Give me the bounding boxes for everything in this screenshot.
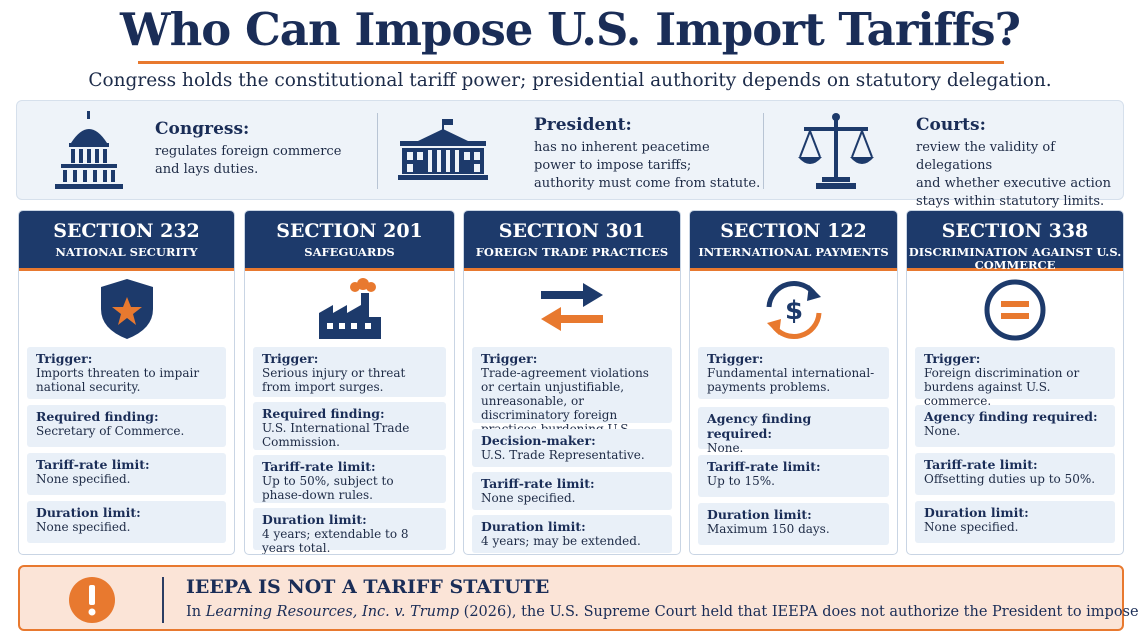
scales-icon <box>796 111 876 195</box>
case-name: Learning Resources, Inc. v. Trump <box>205 604 460 620</box>
section-number: SECTION 301 <box>498 220 646 242</box>
field-tariff-rate-limit: Tariff-rate limit: None specified. <box>472 472 672 510</box>
svg-text:$: $ <box>784 296 802 326</box>
branch-name: Congress: <box>155 119 250 139</box>
field-duration-limit: Duration limit: Maximum 150 days. <box>698 503 889 545</box>
section-name: INTERNATIONAL PAYMENTS <box>698 245 889 259</box>
field-trigger: Trigger: Serious injury or threat from i… <box>253 347 446 397</box>
branch-name: Courts: <box>916 115 986 135</box>
section-number: SECTION 201 <box>276 220 423 242</box>
banner-divider <box>162 577 164 623</box>
factory-icon <box>245 277 454 343</box>
field-tariff-rate-limit: Tariff-rate limit: Offsetting duties up … <box>915 453 1115 495</box>
field-trigger: Trigger: Trade-agreement violations or c… <box>472 347 672 450</box>
section-card-201: SECTION 201 SAFEGUARDS Trigger: Serious … <box>244 210 455 555</box>
field-tariff-rate-limit: Tariff-rate limit: Up to 50%, subject to… <box>253 455 446 503</box>
card-header: SECTION 232 NATIONAL SECURITY <box>19 211 234 271</box>
section-name: SAFEGUARDS <box>304 245 395 259</box>
divider <box>763 113 764 189</box>
field-tariff-rate-limit: Tariff-rate limit: None specified. <box>27 453 226 495</box>
section-number: SECTION 338 <box>941 220 1089 242</box>
title-underline <box>138 61 1004 64</box>
page-title: Who Can Impose U.S. Import Tariffs? <box>120 3 1021 56</box>
equals-circle-icon <box>907 277 1123 343</box>
branch-description: regulates foreign commerce and lays dutie… <box>155 144 342 177</box>
field-decision-maker: Decision-maker: U.S. Trade Representativ… <box>472 429 672 467</box>
field-trigger: Trigger: Imports threaten to impair nati… <box>27 347 226 399</box>
section-name: FOREIGN TRADE PRACTICES <box>475 245 669 259</box>
dollar-cycle-icon: $ <box>690 277 897 343</box>
banner-text: In Learning Resources, Inc. v. Trump (20… <box>186 604 1140 620</box>
section-number: SECTION 232 <box>53 220 200 242</box>
field-duration-limit: Duration limit: 4 years; may be extended… <box>472 515 672 553</box>
field-tariff-rate-limit: Tariff-rate limit: Up to 15%. <box>698 455 889 497</box>
section-name: DISCRIMINATION AGAINST U.S. COMMERCE <box>908 245 1122 272</box>
section-card-232: SECTION 232 NATIONAL SECURITY Trigger: I… <box>18 210 235 555</box>
card-header: SECTION 122 INTERNATIONAL PAYMENTS <box>690 211 897 271</box>
card-header: SECTION 301 FOREIGN TRADE PRACTICES <box>464 211 680 271</box>
field-duration-limit: Duration limit: 4 years; extendable to 8… <box>253 508 446 554</box>
section-name: NATIONAL SECURITY <box>55 245 198 259</box>
field-agency-finding: Agency finding required: None. <box>915 405 1115 447</box>
section-card-338: SECTION 338 DISCRIMINATION AGAINST U.S. … <box>906 210 1124 555</box>
card-header: SECTION 338 DISCRIMINATION AGAINST U.S. … <box>907 211 1123 272</box>
ieepa-banner: IEEPA IS NOT A TARIFF STATUTE In Learnin… <box>18 565 1140 631</box>
field-trigger: Trigger: Fundamental international-payme… <box>698 347 889 399</box>
exchange-arrows-icon <box>464 277 680 343</box>
branch-president: President: has no inherent peacetime powe… <box>378 101 763 201</box>
capitol-icon <box>51 109 127 197</box>
card-header: SECTION 201 SAFEGUARDS <box>245 211 454 271</box>
branch-description: has no inherent peacetime power to impose… <box>534 140 761 191</box>
white-house-icon <box>396 119 490 185</box>
section-card-122: SECTION 122 INTERNATIONAL PAYMENTS $ Tri… <box>689 210 898 555</box>
field-duration-limit: Duration limit: None specified. <box>915 501 1115 543</box>
branch-courts: Courts: review the validity of delegatio… <box>764 101 1124 209</box>
branch-description: review the validity of delegations and wh… <box>916 140 1111 209</box>
field-duration-limit: Duration limit: None specified. <box>27 501 226 543</box>
field-required-finding: Required finding: Secretary of Commerce. <box>27 405 226 447</box>
branch-name: President: <box>534 115 632 135</box>
field-agency-finding: Agency finding required: None. <box>698 407 889 455</box>
section-number: SECTION 122 <box>720 220 867 242</box>
page-subtitle: Congress holds the constitutional tariff… <box>88 70 1052 91</box>
branches-panel: Congress: regulates foreign commerce and … <box>16 100 1124 209</box>
alert-icon <box>68 576 116 628</box>
section-card-301: SECTION 301 FOREIGN TRADE PRACTICES Trig… <box>463 210 681 555</box>
banner-title: IEEPA IS NOT A TARIFF STATUTE <box>186 576 550 598</box>
branch-congress: Congress: regulates foreign commerce and … <box>17 101 377 201</box>
shield-star-icon <box>19 277 234 343</box>
field-trigger: Trigger: Foreign discrimination or burde… <box>915 347 1115 408</box>
field-required-finding: Required finding: U.S. International Tra… <box>253 402 446 450</box>
divider <box>377 113 378 189</box>
